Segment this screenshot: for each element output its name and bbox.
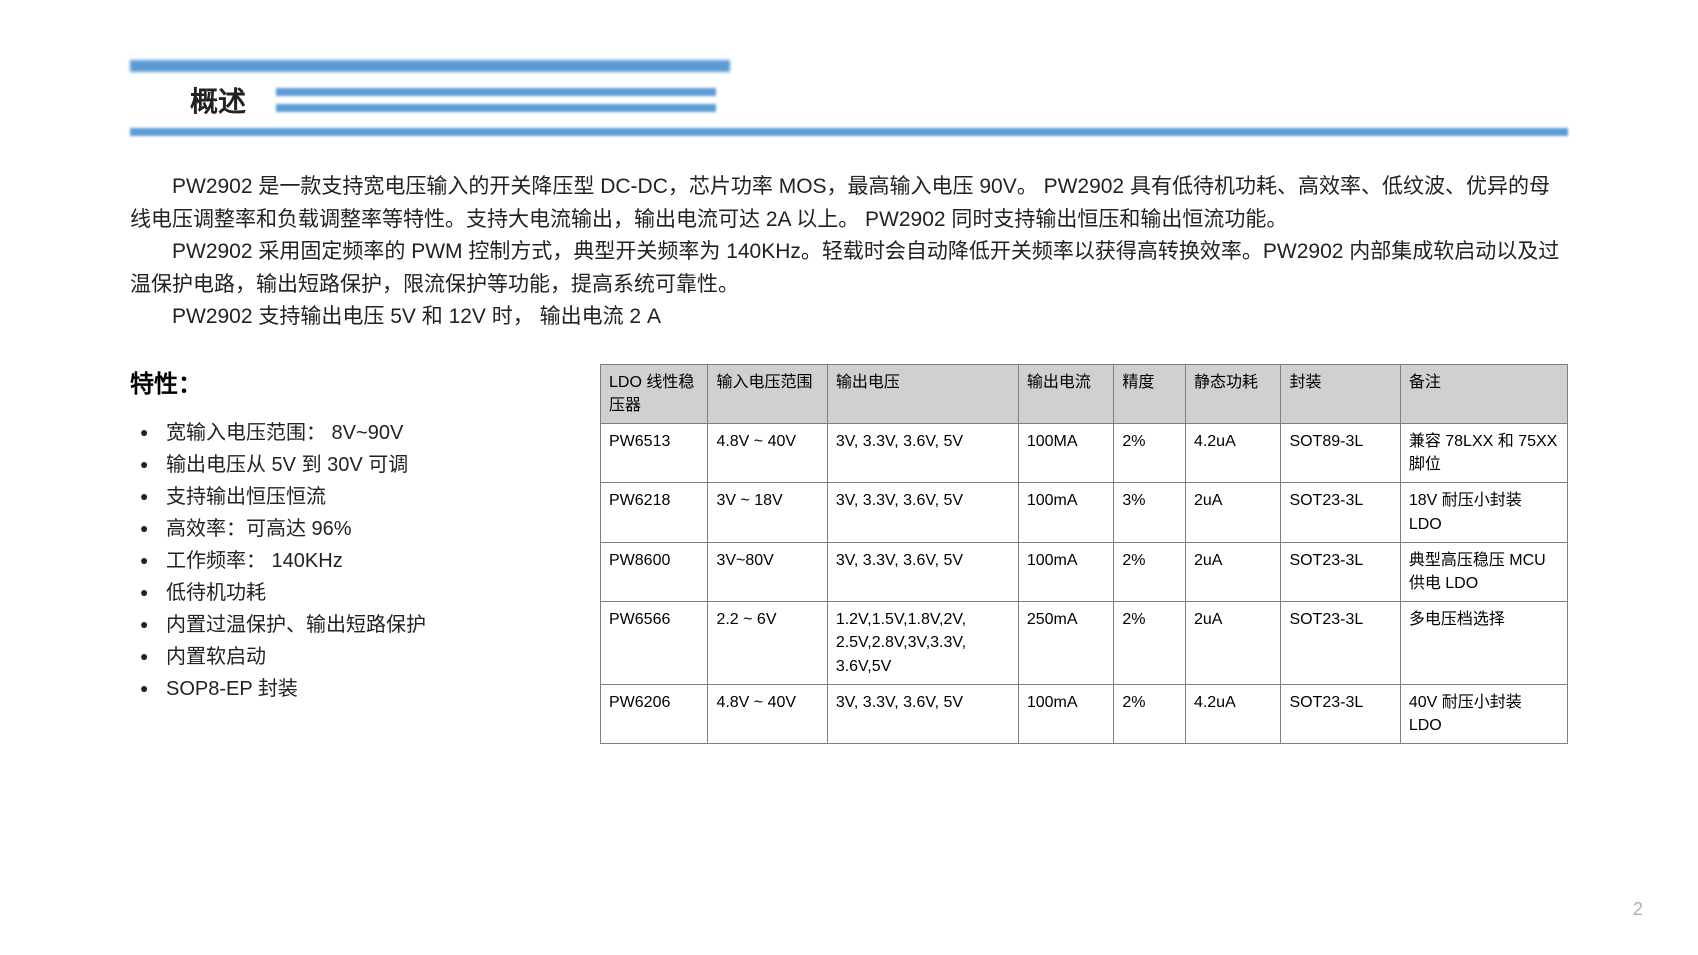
feature-item: 输出电压从 5V 到 30V 可调 bbox=[140, 449, 550, 481]
table-cell: 100mA bbox=[1018, 542, 1114, 601]
table-cell: 多电压档选择 bbox=[1400, 602, 1567, 685]
table-cell: PW8600 bbox=[601, 542, 708, 601]
table-cell: PW6206 bbox=[601, 684, 708, 743]
table-header: 精度 bbox=[1114, 364, 1186, 423]
table-cell: SOT23-3L bbox=[1281, 684, 1400, 743]
feature-item: 内置软启动 bbox=[140, 641, 550, 673]
table-cell: 3V ~ 18V bbox=[708, 483, 827, 542]
features-block: 特性： 宽输入电压范围： 8V~90V输出电压从 5V 到 30V 可调支持输出… bbox=[130, 364, 550, 705]
table-cell: 2.2 ~ 6V bbox=[708, 602, 827, 685]
table-row: PW62183V ~ 18V3V, 3.3V, 3.6V, 5V100mA3%2… bbox=[601, 483, 1568, 542]
table-cell: PW6513 bbox=[601, 424, 708, 483]
table-cell: 2% bbox=[1114, 602, 1186, 685]
table-cell: 18V 耐压小封装 LDO bbox=[1400, 483, 1567, 542]
table-cell: 3V, 3.3V, 3.6V, 5V bbox=[827, 483, 1018, 542]
decor-bar-mid-2 bbox=[276, 104, 716, 112]
table-cell: 4.8V ~ 40V bbox=[708, 424, 827, 483]
table-cell: SOT89-3L bbox=[1281, 424, 1400, 483]
table-cell: 4.8V ~ 40V bbox=[708, 684, 827, 743]
table-cell: PW6218 bbox=[601, 483, 708, 542]
table-row: PW65662.2 ~ 6V1.2V,1.5V,1.8V,2V, 2.5V,2.… bbox=[601, 602, 1568, 685]
decor-bar-mid-wrap bbox=[276, 88, 716, 112]
feature-item: 支持输出恒压恒流 bbox=[140, 481, 550, 513]
table-cell: 40V 耐压小封装 LDO bbox=[1400, 684, 1567, 743]
section-title: 概述 bbox=[190, 80, 246, 120]
table-cell: 兼容 78LXX 和 75XX 脚位 bbox=[1400, 424, 1567, 483]
table-cell: 典型高压稳压 MCU 供电 LDO bbox=[1400, 542, 1567, 601]
table-cell: 2% bbox=[1114, 424, 1186, 483]
header-block: 概述 bbox=[130, 60, 1568, 136]
table-cell: 1.2V,1.5V,1.8V,2V, 2.5V,2.8V,3V,3.3V, 3.… bbox=[827, 602, 1018, 685]
table-cell: 3% bbox=[1114, 483, 1186, 542]
table-cell: 2uA bbox=[1185, 542, 1281, 601]
table-header: LDO 线性稳压器 bbox=[601, 364, 708, 423]
decor-bar-top bbox=[130, 60, 730, 72]
feature-item: 工作频率： 140KHz bbox=[140, 545, 550, 577]
table-wrap: LDO 线性稳压器输入电压范围输出电压输出电流精度静态功耗封装备注PW65134… bbox=[600, 364, 1568, 744]
features-title: 特性： bbox=[130, 364, 550, 399]
table-cell: 2uA bbox=[1185, 602, 1281, 685]
table-cell: 100MA bbox=[1018, 424, 1114, 483]
table-row: PW62064.8V ~ 40V3V, 3.3V, 3.6V, 5V100mA2… bbox=[601, 684, 1568, 743]
table-cell: 4.2uA bbox=[1185, 424, 1281, 483]
feature-item: 内置过温保护、输出短路保护 bbox=[140, 609, 550, 641]
paragraph-1: PW2902 是一款支持宽电压输入的开关降压型 DC-DC，芯片功率 MOS，最… bbox=[130, 171, 1568, 236]
table-cell: 2% bbox=[1114, 684, 1186, 743]
table-header: 输出电流 bbox=[1018, 364, 1114, 423]
table-cell: SOT23-3L bbox=[1281, 542, 1400, 601]
feature-item: 宽输入电压范围： 8V~90V bbox=[140, 417, 550, 449]
table-cell: 2% bbox=[1114, 542, 1186, 601]
description: PW2902 是一款支持宽电压输入的开关降压型 DC-DC，芯片功率 MOS，最… bbox=[130, 171, 1568, 334]
decor-bar-bottom bbox=[130, 128, 1568, 136]
header-row: 概述 bbox=[130, 80, 1568, 120]
decor-bar-mid-1 bbox=[276, 88, 716, 96]
table-cell: SOT23-3L bbox=[1281, 483, 1400, 542]
table-cell: SOT23-3L bbox=[1281, 602, 1400, 685]
table-cell: 100mA bbox=[1018, 684, 1114, 743]
body-columns: 特性： 宽输入电压范围： 8V~90V输出电压从 5V 到 30V 可调支持输出… bbox=[130, 364, 1568, 744]
table-cell: 4.2uA bbox=[1185, 684, 1281, 743]
table-row: PW86003V~80V3V, 3.3V, 3.6V, 5V100mA2%2uA… bbox=[601, 542, 1568, 601]
paragraph-3: PW2902 支持输出电压 5V 和 12V 时， 输出电流 2 A bbox=[130, 301, 1568, 334]
table-header: 输入电压范围 bbox=[708, 364, 827, 423]
features-list: 宽输入电压范围： 8V~90V输出电压从 5V 到 30V 可调支持输出恒压恒流… bbox=[130, 417, 550, 705]
table-cell: 3V, 3.3V, 3.6V, 5V bbox=[827, 542, 1018, 601]
feature-item: 高效率：可高达 96% bbox=[140, 513, 550, 545]
table-header: 封装 bbox=[1281, 364, 1400, 423]
page-number: 2 bbox=[1633, 899, 1643, 920]
table-header: 静态功耗 bbox=[1185, 364, 1281, 423]
table-cell: 3V, 3.3V, 3.6V, 5V bbox=[827, 424, 1018, 483]
table-cell: 3V~80V bbox=[708, 542, 827, 601]
paragraph-2: PW2902 采用固定频率的 PWM 控制方式，典型开关频率为 140KHz。轻… bbox=[130, 236, 1568, 301]
table-cell: 3V, 3.3V, 3.6V, 5V bbox=[827, 684, 1018, 743]
table-header: 输出电压 bbox=[827, 364, 1018, 423]
ldo-table: LDO 线性稳压器输入电压范围输出电压输出电流精度静态功耗封装备注PW65134… bbox=[600, 364, 1568, 744]
table-row: PW65134.8V ~ 40V3V, 3.3V, 3.6V, 5V100MA2… bbox=[601, 424, 1568, 483]
table-cell: 2uA bbox=[1185, 483, 1281, 542]
table-cell: PW6566 bbox=[601, 602, 708, 685]
feature-item: 低待机功耗 bbox=[140, 577, 550, 609]
table-header: 备注 bbox=[1400, 364, 1567, 423]
table-cell: 100mA bbox=[1018, 483, 1114, 542]
feature-item: SOP8-EP 封装 bbox=[140, 673, 550, 705]
table-cell: 250mA bbox=[1018, 602, 1114, 685]
